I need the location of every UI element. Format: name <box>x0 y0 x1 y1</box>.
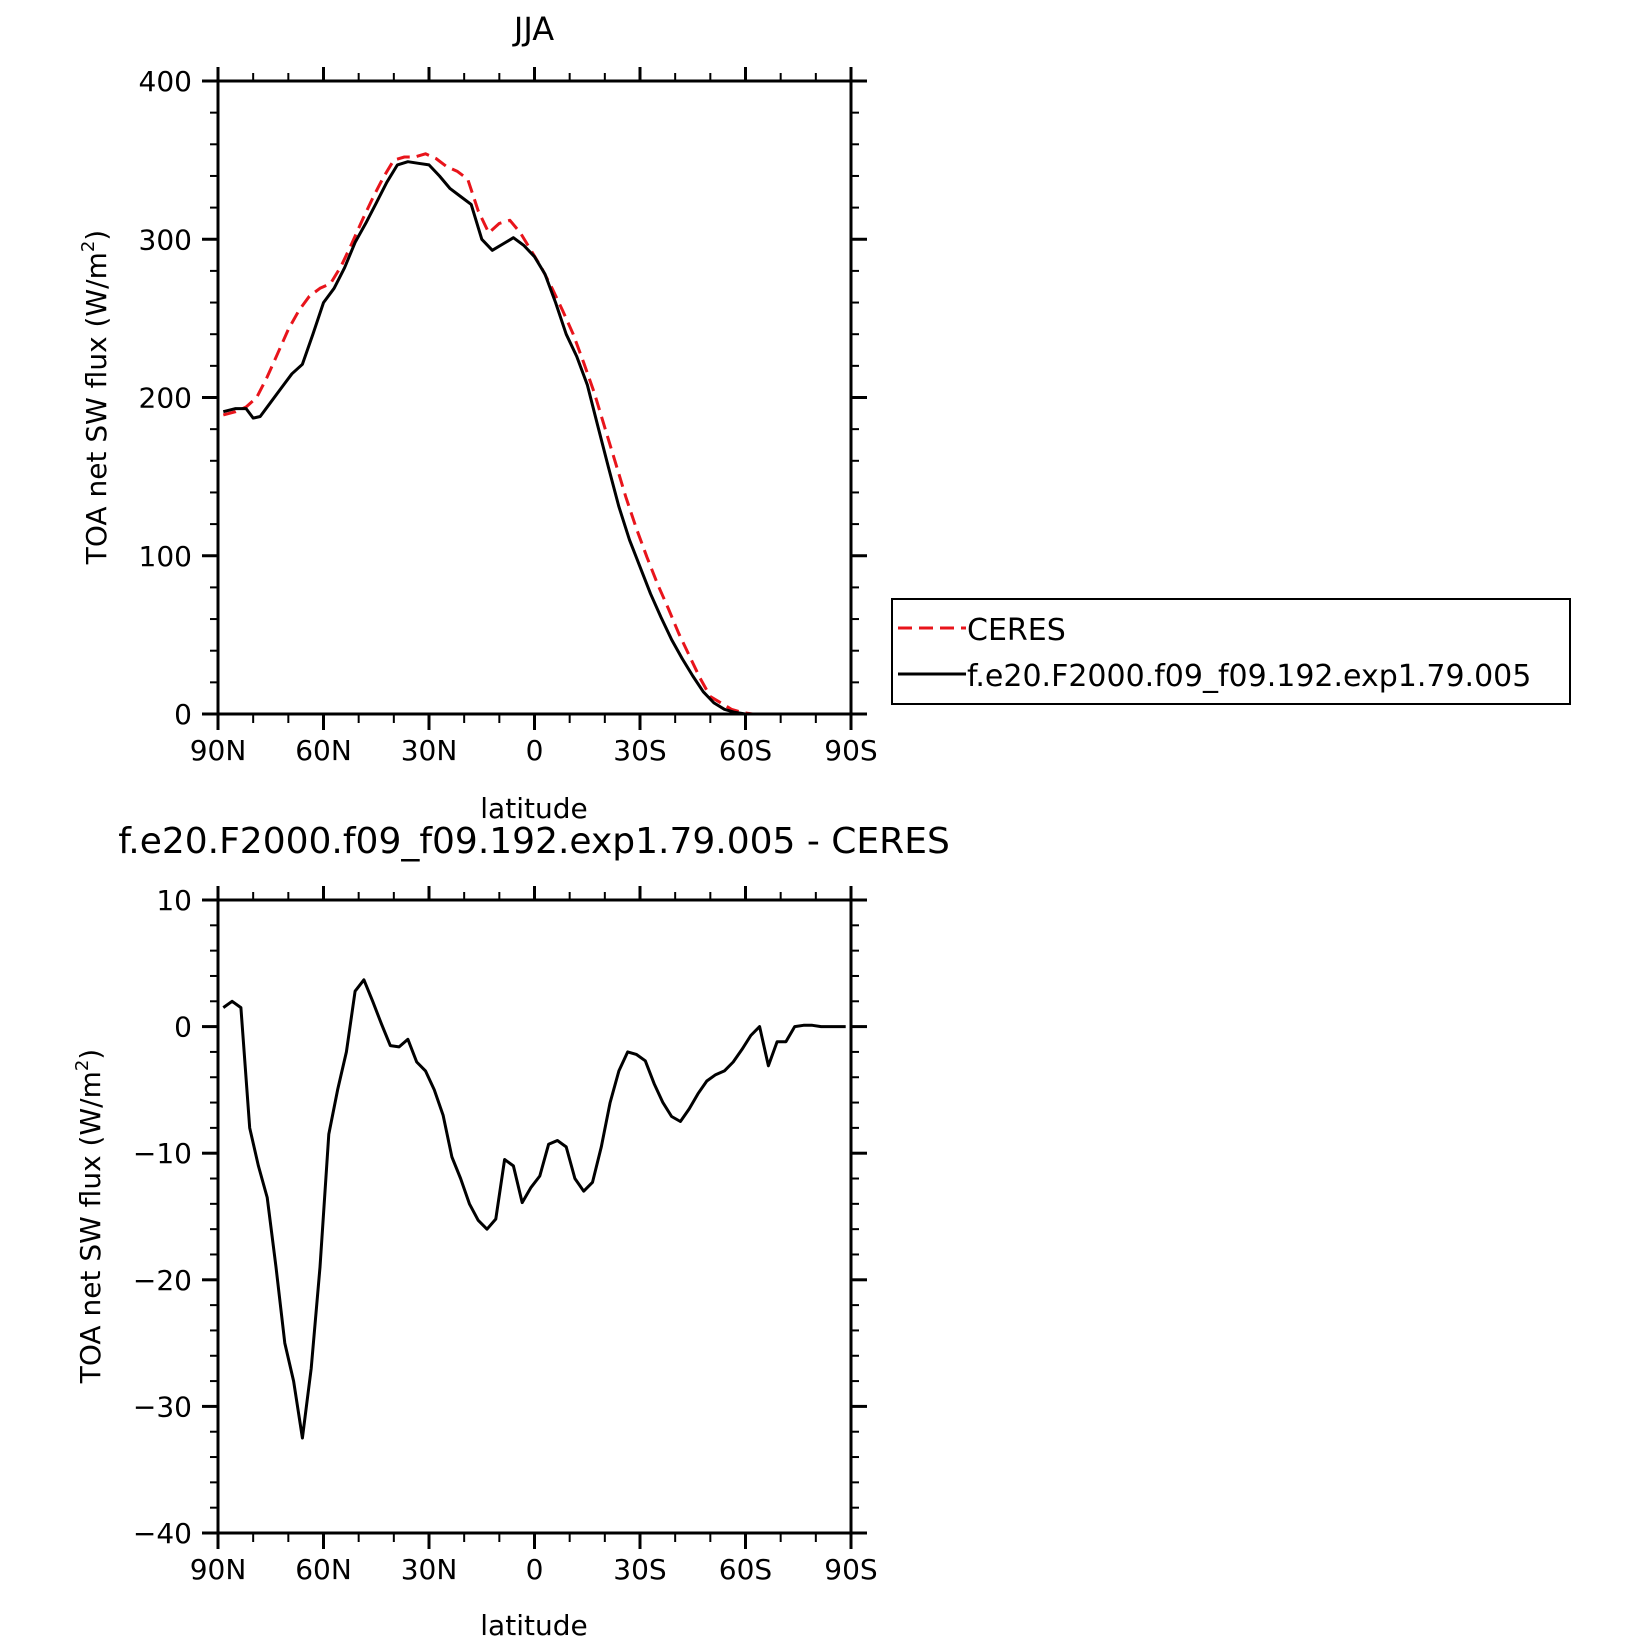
legend-box <box>891 598 1571 705</box>
bottom-chart-plot-frame <box>216 898 853 1535</box>
top-chart-series-line-0 <box>222 152 846 716</box>
top-chart-ticks: 90N 60N 30N 0 30S 60S 90S 0 100 200 300 400 <box>139 65 878 767</box>
bottom-chart-x-tick-label: 30S <box>613 1553 666 1586</box>
bottom-chart-panel: f.e20.F2000.f09_f09.192.exp1.79.005 - CE… <box>72 821 950 1641</box>
top-chart-series-line-1 <box>222 160 846 716</box>
top-chart-title: JJA <box>512 10 554 48</box>
top-chart-x-tick-label: 90N <box>190 734 247 767</box>
bottom-chart-x-tick-label: 60S <box>719 1553 772 1586</box>
bottom-chart-y-tick-label: 0 <box>174 1011 192 1044</box>
top-chart-plot-frame <box>216 79 853 716</box>
top-chart-y-tick-label: 100 <box>139 540 192 573</box>
bottom-chart-y-tick-label: −20 <box>133 1264 192 1297</box>
bottom-chart-ticks: 90N 60N 30N 0 30S 60S 90S −40 −30 −20 −10 0 10 <box>133 884 878 1586</box>
top-chart-series-group <box>222 152 846 716</box>
top-chart-x-tick-label: 30N <box>401 734 458 767</box>
legend-label-model: f.e20.F2000.f09_f09.192.exp1.79.005 <box>967 659 1531 694</box>
bottom-chart-y-tick-label: 10 <box>156 884 192 917</box>
bottom-chart-y-tick-label: −30 <box>133 1390 192 1423</box>
bottom-chart-title: f.e20.F2000.f09_f09.192.exp1.79.005 - CE… <box>118 821 950 862</box>
top-chart-y-tick-label: 0 <box>174 698 192 731</box>
bottom-chart-x-tick-label: 90S <box>824 1553 877 1586</box>
top-chart-x-axis-label: latitude <box>480 792 587 825</box>
top-chart-x-tick-label: 90S <box>824 734 877 767</box>
bottom-chart-y-axis-label: TOA net SW flux (W/m2) <box>72 1049 107 1384</box>
bottom-chart-x-tick-label: 30N <box>401 1553 458 1586</box>
top-chart-x-tick-label: 0 <box>526 734 544 767</box>
bottom-chart-series-line-0 <box>222 978 846 1440</box>
bottom-chart-y-tick-label: −40 <box>133 1517 192 1550</box>
bottom-chart-x-tick-label: 0 <box>526 1553 544 1586</box>
bottom-chart-x-tick-label: 90N <box>190 1553 247 1586</box>
bottom-chart-y-tick-label: −10 <box>133 1137 192 1170</box>
top-chart-y-tick-label: 200 <box>139 382 192 415</box>
top-chart-x-tick-label: 60N <box>295 734 352 767</box>
legend-label-ceres: CERES <box>967 613 1066 648</box>
bottom-chart-x-axis-label: latitude <box>480 1609 587 1641</box>
top-chart-panel: JJA 90N 60N 30N 0 30S 60S 90S 0 100 200 300 400 lat… <box>78 10 878 825</box>
top-chart-x-tick-label: 60S <box>719 734 772 767</box>
top-chart-y-tick-label: 400 <box>139 65 192 98</box>
top-chart-y-axis-label: TOA net SW flux (W/m2) <box>78 230 113 565</box>
bottom-chart-x-tick-label: 60N <box>295 1553 352 1586</box>
top-chart-y-tick-label: 300 <box>139 223 192 256</box>
top-chart-x-tick-label: 30S <box>613 734 666 767</box>
bottom-chart-series-group <box>222 978 846 1440</box>
chart-legend: CERES f.e20.F2000.f09_f09.192.exp1.79.00… <box>891 598 1571 705</box>
